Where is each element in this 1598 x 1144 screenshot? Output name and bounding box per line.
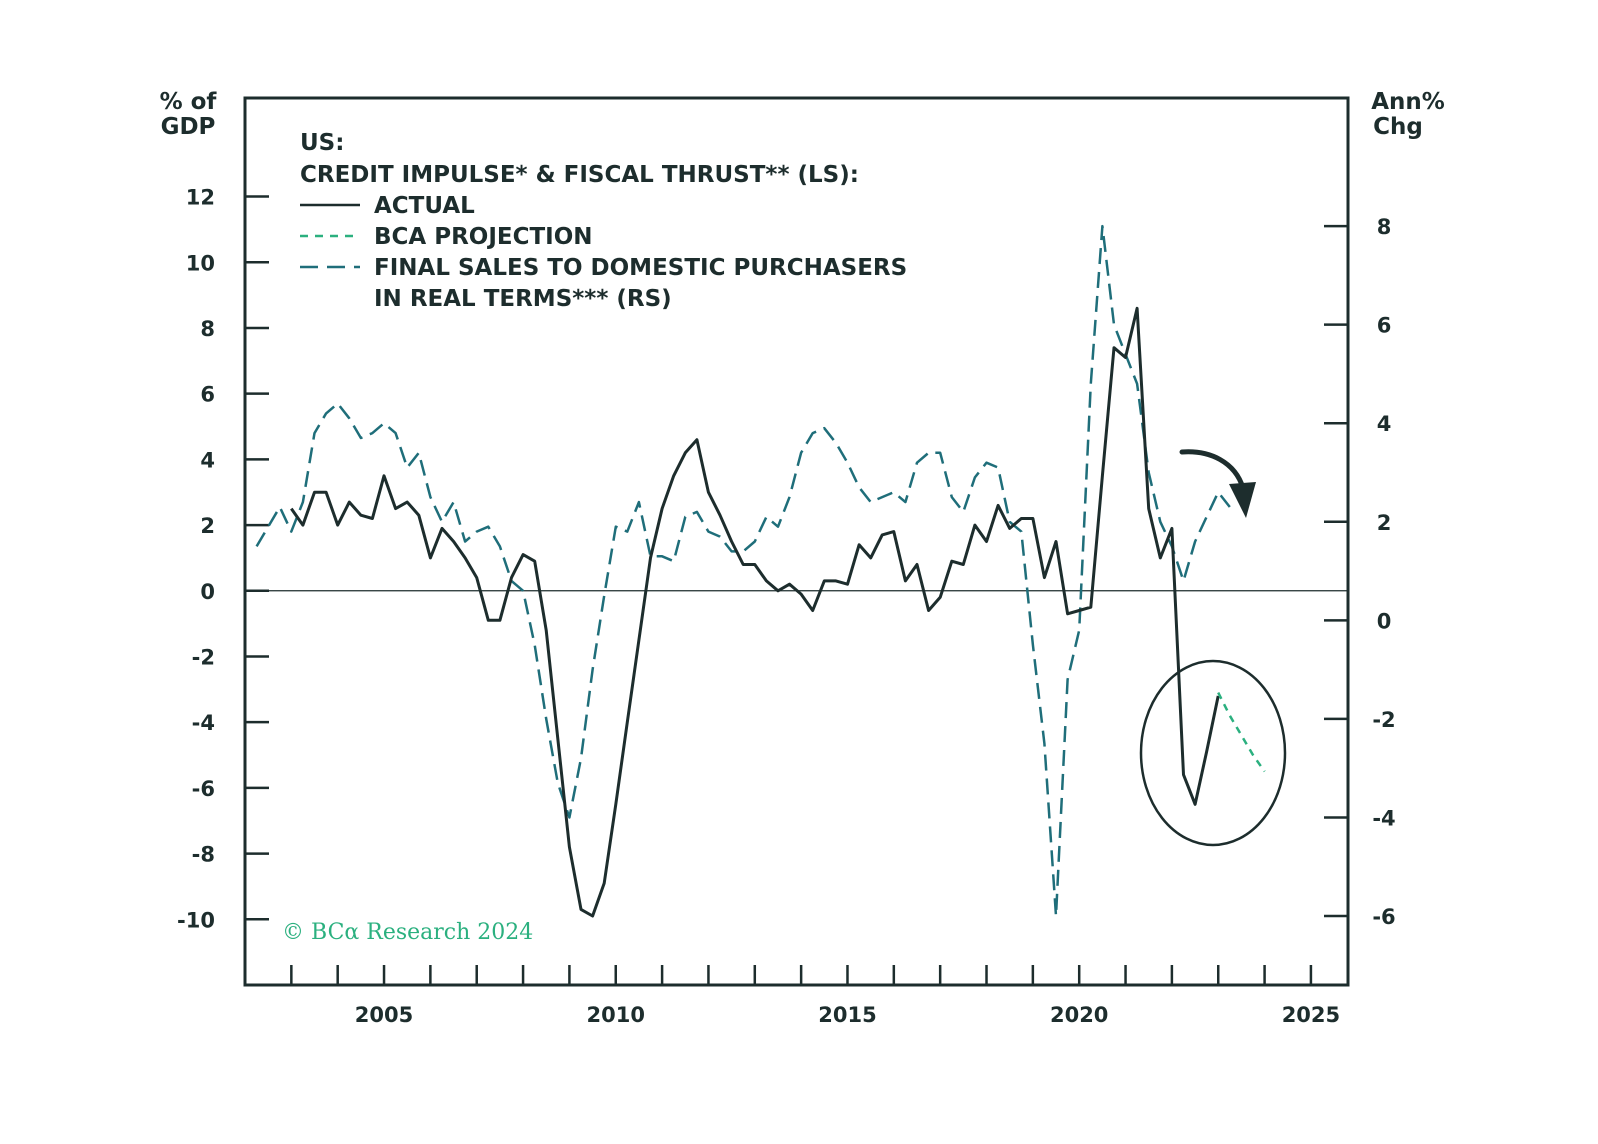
x-tick-label: 2015: [818, 1003, 876, 1027]
right-tick-label: 6: [1377, 314, 1392, 338]
left-tick-label: 0: [200, 580, 215, 604]
left-tick-label: 2: [200, 514, 215, 538]
legend-label-actual: ACTUAL: [374, 193, 475, 219]
right-tick-label: 4: [1377, 412, 1392, 436]
left-tick-label: 10: [186, 251, 215, 275]
left-tick-label: 4: [200, 448, 215, 472]
left-axis-label-line1: % of: [160, 89, 218, 115]
left-tick-label: 12: [186, 186, 215, 210]
right-tick-label: 0: [1377, 609, 1392, 633]
left-tick-label: -2: [192, 645, 215, 669]
right-axis: 8 6 4 2 0 -2 -4 -6: [1324, 215, 1396, 929]
x-axis: 2005 2010 2015 2020 2025: [290, 965, 1340, 1027]
series: [255, 224, 1266, 918]
legend-label-final-sales-line1: FINAL SALES TO DOMESTIC PURCHASERS: [374, 255, 907, 281]
right-tick-label: -4: [1372, 806, 1395, 830]
left-axis: 12 10 8 6 4 2 0 -2 -4 -6 -8 -10: [177, 186, 269, 932]
left-axis-label-line2: GDP: [161, 114, 216, 140]
legend-label-projection: BCA PROJECTION: [374, 224, 593, 250]
series-line-projection: [1217, 692, 1266, 773]
x-tick-label: 2005: [355, 1003, 413, 1027]
left-tick-label: 6: [200, 383, 215, 407]
right-tick-label: -6: [1372, 905, 1395, 929]
left-tick-label: -10: [177, 908, 215, 932]
right-axis-label-line1: Ann%: [1371, 89, 1445, 115]
right-axis-label-line2: Chg: [1373, 114, 1423, 140]
left-tick-label: 8: [200, 317, 215, 341]
x-tick-label: 2025: [1282, 1003, 1340, 1027]
left-tick-label: -8: [192, 843, 215, 867]
right-tick-label: 8: [1377, 215, 1392, 239]
legend-label-final-sales-line2: IN REAL TERMS*** (RS): [374, 286, 672, 312]
down-arrow-icon: [1179, 449, 1246, 491]
chart-title-line2: CREDIT IMPULSE* & FISCAL THRUST** (LS):: [300, 162, 859, 188]
left-tick-label: -6: [192, 777, 215, 801]
series-line-final-sales: [255, 224, 1231, 918]
right-tick-label: -2: [1372, 708, 1395, 732]
chart-title-line1: US:: [300, 130, 344, 156]
credit: © BCα Research 2024: [282, 920, 533, 945]
left-tick-label: -4: [192, 711, 215, 735]
series-line-actual: [290, 306, 1220, 918]
plot-frame: [243, 96, 1350, 987]
x-tick-label: 2010: [587, 1003, 645, 1027]
down-arrowhead-icon: [1229, 482, 1256, 518]
right-tick-label: 2: [1377, 511, 1392, 535]
x-tick-label: 2020: [1050, 1003, 1108, 1027]
highlight-circle: [1139, 659, 1287, 847]
